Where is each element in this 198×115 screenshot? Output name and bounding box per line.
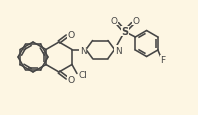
Text: Cl: Cl bbox=[78, 70, 87, 79]
Text: O: O bbox=[68, 75, 75, 84]
Text: N: N bbox=[115, 46, 121, 55]
Text: O: O bbox=[68, 31, 75, 40]
Text: O: O bbox=[110, 16, 118, 25]
Text: F: F bbox=[160, 56, 165, 65]
Text: S: S bbox=[122, 27, 129, 37]
Text: N: N bbox=[80, 46, 86, 55]
Text: O: O bbox=[133, 16, 140, 25]
